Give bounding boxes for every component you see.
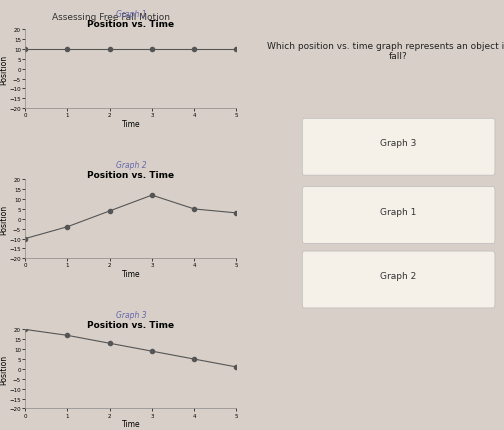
Y-axis label: Position: Position: [0, 55, 8, 85]
Text: Graph 3: Graph 3: [381, 139, 417, 148]
FancyBboxPatch shape: [302, 187, 495, 244]
X-axis label: Time: Time: [121, 269, 140, 278]
X-axis label: Time: Time: [121, 120, 140, 129]
Title: Position vs. Time: Position vs. Time: [87, 320, 174, 329]
X-axis label: Time: Time: [121, 419, 140, 428]
Title: Position vs. Time: Position vs. Time: [87, 20, 174, 29]
Text: Graph 2: Graph 2: [381, 272, 417, 280]
Text: Graph 1: Graph 1: [115, 10, 146, 19]
Text: Graph 2: Graph 2: [115, 160, 146, 169]
Title: Position vs. Time: Position vs. Time: [87, 170, 174, 179]
FancyBboxPatch shape: [302, 119, 495, 176]
Text: Assessing Free Fall Motion: Assessing Free Fall Motion: [52, 13, 170, 22]
Y-axis label: Position: Position: [0, 204, 8, 234]
Text: Which position vs. time graph represents an object in free
fall?: Which position vs. time graph represents…: [267, 41, 504, 61]
Text: Graph 3: Graph 3: [115, 310, 146, 319]
Text: Graph 1: Graph 1: [381, 207, 417, 216]
Y-axis label: Position: Position: [0, 354, 8, 384]
FancyBboxPatch shape: [302, 252, 495, 308]
